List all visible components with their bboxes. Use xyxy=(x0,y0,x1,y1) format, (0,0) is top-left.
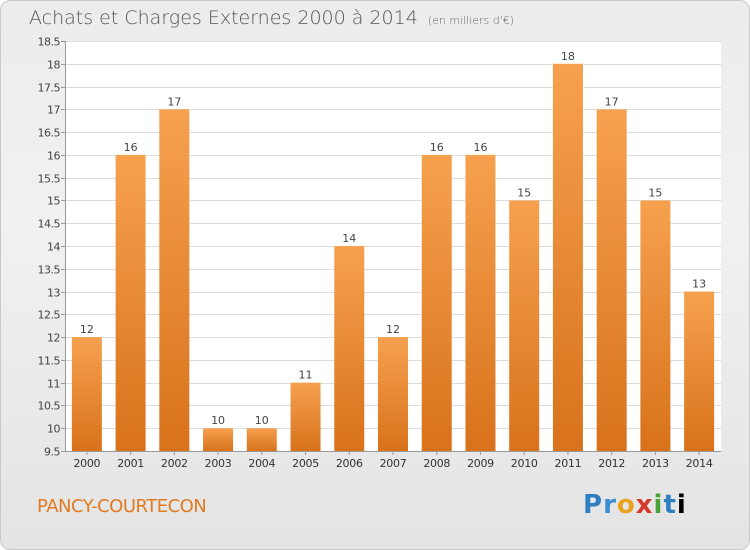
x-tick-label: 2003 xyxy=(205,457,232,470)
proxiti-logo: Proxiti xyxy=(583,490,687,520)
y-tick-label: 13.5 xyxy=(38,264,61,277)
axes: 9.5 10 10.5 11 11.5 12 12.5 13 13.5 14 14.5 15 15.5 1… xyxy=(38,36,721,470)
x-tick-label: 2000 xyxy=(73,457,100,470)
bar xyxy=(334,246,365,451)
bar xyxy=(552,63,583,452)
x-tick-label: 2014 xyxy=(686,457,713,470)
x-tick-label: 2012 xyxy=(598,457,625,470)
y-tick-label: 9.5 xyxy=(44,446,60,459)
data-label: 18 xyxy=(561,50,575,63)
bar xyxy=(71,337,102,451)
y-tick-label: 12.5 xyxy=(38,309,61,322)
logo-letter: P xyxy=(583,490,604,520)
x-tick-label: 2002 xyxy=(161,457,188,470)
y-tick-label: 14 xyxy=(47,241,60,254)
bar xyxy=(246,428,277,451)
y-tick-label: 11 xyxy=(47,378,60,391)
x-tick-label: 2013 xyxy=(642,457,669,470)
data-label: 13 xyxy=(692,278,706,291)
y-tick-label: 15 xyxy=(47,195,60,208)
y-tick-label: 16 xyxy=(47,150,60,163)
data-label: 16 xyxy=(124,141,138,154)
y-tick-label: 11.5 xyxy=(38,355,61,368)
data-label: 12 xyxy=(386,323,400,336)
bar xyxy=(290,382,321,451)
y-tick-label: 13 xyxy=(47,287,60,300)
data-label: 14 xyxy=(342,232,356,245)
x-tick-label: 2008 xyxy=(423,457,450,470)
logo-letter: i xyxy=(676,490,687,520)
chart-unit: (en milliers d'€) xyxy=(427,14,515,27)
y-tick-label: 16.5 xyxy=(38,127,61,140)
y-tick-label: 15.5 xyxy=(38,173,61,186)
data-label: 12 xyxy=(80,323,94,336)
y-tick-label: 10 xyxy=(47,423,60,436)
data-label: 11 xyxy=(299,369,313,382)
data-label: 10 xyxy=(255,414,269,427)
x-tick-label: 2006 xyxy=(336,457,363,470)
y-tick-label: 12 xyxy=(47,332,60,345)
data-label: 16 xyxy=(430,141,444,154)
y-tick-label: 17 xyxy=(47,104,60,117)
bar xyxy=(640,200,671,451)
y-tick-label: 17.5 xyxy=(38,82,61,95)
logo-letter: o xyxy=(616,490,636,520)
bar xyxy=(203,428,234,451)
x-tick-label: 2004 xyxy=(248,457,275,470)
bar xyxy=(159,109,190,451)
x-tick-label: 2009 xyxy=(467,457,494,470)
bar xyxy=(509,200,540,451)
data-label: 17 xyxy=(605,95,619,108)
y-tick-label: 18.5 xyxy=(38,36,61,49)
data-label: 17 xyxy=(167,95,181,108)
bar xyxy=(115,154,146,451)
logo-letter: t xyxy=(663,490,677,520)
x-tick-label: 2001 xyxy=(117,457,144,470)
x-tick-label: 2005 xyxy=(292,457,319,470)
logo-letter: r xyxy=(603,490,617,520)
data-label: 10 xyxy=(211,414,225,427)
bar xyxy=(421,154,452,451)
chart-title-text: Achats et Charges Externes 2000 à 2014 xyxy=(29,7,418,29)
data-label: 15 xyxy=(517,186,531,199)
bars: 12 16 17 10 10 11 14 12 16 16 15 18 17 15 13 xyxy=(71,50,715,452)
data-label: 16 xyxy=(473,141,487,154)
data-label: 15 xyxy=(648,186,662,199)
x-tick-label: 2010 xyxy=(511,457,538,470)
logo-letter: i xyxy=(653,490,664,520)
y-tick-label: 10.5 xyxy=(38,400,61,413)
logo-letter: x xyxy=(635,490,654,520)
bar xyxy=(465,154,496,451)
bar xyxy=(684,291,715,451)
y-tick-label: 18 xyxy=(47,59,60,72)
bar xyxy=(378,337,408,451)
bar xyxy=(596,109,627,451)
x-tick-label: 2007 xyxy=(380,457,407,470)
commune-name: PANCY-COURTECON xyxy=(37,496,207,517)
y-tick-label: 14.5 xyxy=(38,218,61,231)
x-tick-label: 2011 xyxy=(555,457,582,470)
chart-title: Achats et Charges Externes 2000 à 2014 (e… xyxy=(29,7,514,29)
